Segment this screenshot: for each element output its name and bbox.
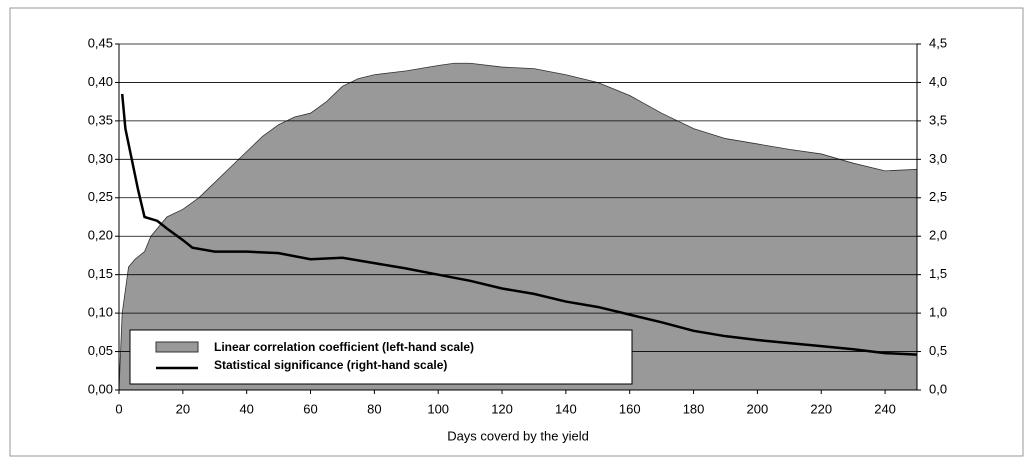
- y2-tick-label: 0,5: [929, 343, 947, 358]
- x-tick-label: 240: [874, 401, 896, 416]
- y-tick-label: 0,40: [88, 74, 113, 89]
- y-tick-label: 0,35: [88, 112, 113, 127]
- y-tick-label: 0,05: [88, 343, 113, 358]
- y2-tick-label: 3,5: [929, 112, 947, 127]
- y2-tick-label: 4,0: [929, 74, 947, 89]
- legend-swatch: [155, 341, 199, 353]
- x-axis-title: Days coverd by the yield: [447, 428, 589, 443]
- x-tick-label: 180: [683, 401, 705, 416]
- y-tick-label: 0,25: [88, 189, 113, 204]
- y-tick-label: 0,20: [88, 228, 113, 243]
- x-tick-label: 160: [619, 401, 641, 416]
- y2-tick-label: 2,5: [929, 189, 947, 204]
- x-tick-label: 140: [555, 401, 577, 416]
- y-tick-label: 0,10: [88, 305, 113, 320]
- y-tick-label: 0,15: [88, 266, 113, 281]
- x-tick-label: 220: [810, 401, 832, 416]
- x-tick-label: 60: [303, 401, 317, 416]
- area: [118, 62, 918, 391]
- x-tick-label: 0: [115, 401, 122, 416]
- y2-tick-label: 1,5: [929, 266, 947, 281]
- y2-tick-label: 3,0: [929, 151, 947, 166]
- x-tick-label: 120: [491, 401, 513, 416]
- y2-tick-label: 2,0: [929, 228, 947, 243]
- line: [120, 93, 918, 356]
- y-tick-label: 0,45: [88, 35, 113, 50]
- x-tick-label: 100: [427, 401, 449, 416]
- y2-tick-label: 0,0: [929, 381, 947, 396]
- x-tick-label: 20: [176, 401, 190, 416]
- y-tick-label: 0,00: [88, 381, 113, 396]
- x-tick-label: 80: [367, 401, 381, 416]
- x-tick-label: 200: [747, 401, 769, 416]
- legend-label: Linear correlation coefficient (left-han…: [214, 340, 474, 354]
- x-tick-label: 40: [239, 401, 253, 416]
- y-tick-label: 0,30: [88, 151, 113, 166]
- legend-box: [129, 329, 633, 385]
- y2-tick-label: 4,5: [929, 35, 947, 50]
- y2-tick-label: 1,0: [929, 305, 947, 320]
- legend-label: Statistical significance (right-hand sca…: [214, 358, 447, 372]
